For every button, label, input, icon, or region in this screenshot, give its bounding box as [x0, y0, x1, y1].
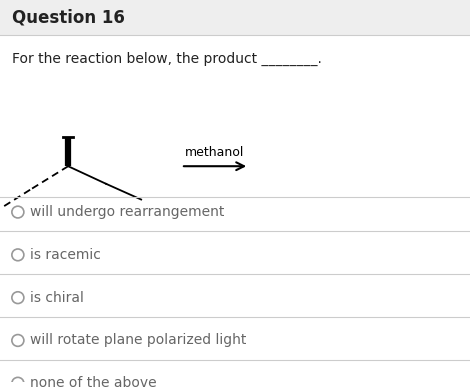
Text: For the reaction below, the product ________.: For the reaction below, the product ____…	[12, 52, 321, 66]
Text: methanol: methanol	[185, 146, 245, 159]
Text: will undergo rearrangement: will undergo rearrangement	[30, 205, 224, 219]
Text: none of the above: none of the above	[30, 376, 157, 390]
Text: is racemic: is racemic	[30, 248, 101, 262]
Text: will rotate plane polarized light: will rotate plane polarized light	[30, 333, 246, 347]
Text: is chiral: is chiral	[30, 291, 84, 305]
Bar	[0, 0, 470, 35]
Text: Question 16: Question 16	[12, 9, 125, 27]
